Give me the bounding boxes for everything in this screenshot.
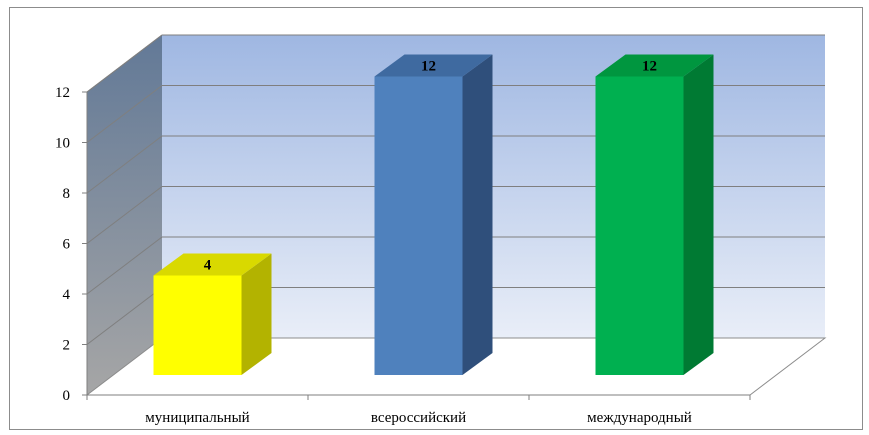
bar-top <box>595 54 714 77</box>
y-tick-label: 12 <box>55 85 70 101</box>
gridlines <box>86 34 825 345</box>
bar-front <box>153 275 242 375</box>
data-label: 12 <box>642 59 657 75</box>
gridline-side <box>86 186 163 244</box>
category-label: муниципальный <box>145 410 249 426</box>
bar-3 <box>595 54 714 376</box>
gridline-side <box>86 287 163 345</box>
category-label: международный <box>587 410 692 426</box>
y-tick-label: 4 <box>63 287 71 303</box>
gridline-side <box>86 236 163 295</box>
y-tick-label: 2 <box>63 338 71 354</box>
data-label: 12 <box>421 59 436 75</box>
data-label: 4 <box>204 258 212 274</box>
bar-side <box>462 54 493 376</box>
gridline-side <box>86 85 163 143</box>
bars <box>153 54 714 376</box>
category-label: всероссийский <box>371 410 466 426</box>
bar-front <box>595 76 684 376</box>
y-tick-label: 0 <box>63 388 71 404</box>
bar-1 <box>153 253 272 375</box>
y-tick-label: 10 <box>55 136 70 152</box>
side-wall-edge <box>86 34 163 93</box>
y-tick-label: 8 <box>63 186 71 202</box>
bar-side <box>241 253 272 375</box>
bar-top <box>153 253 272 276</box>
gridline-side <box>86 135 163 194</box>
bar-top <box>374 54 493 77</box>
bar-2 <box>374 54 493 376</box>
axes <box>82 34 751 400</box>
bar-front <box>374 76 463 376</box>
bar-side <box>683 54 714 376</box>
labels: 0 2 4 6 8 10 12 4 муниципальный 12 всероссийский 12… <box>55 59 692 426</box>
y-tick-label: 6 <box>63 237 71 253</box>
